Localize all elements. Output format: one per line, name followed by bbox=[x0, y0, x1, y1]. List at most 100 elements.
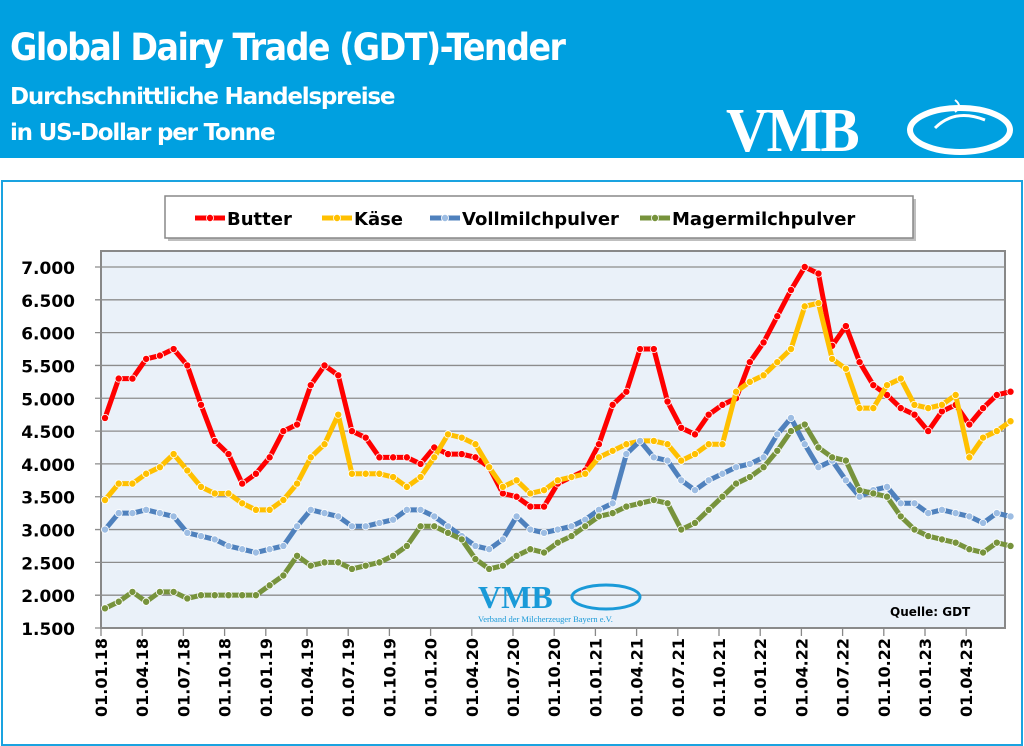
data-point bbox=[773, 430, 782, 439]
y-tick-label: 3.000 bbox=[21, 522, 75, 542]
y-tick-label: 4.500 bbox=[21, 423, 75, 443]
data-point bbox=[197, 482, 206, 491]
data-point bbox=[883, 492, 892, 501]
data-point bbox=[512, 492, 521, 501]
data-point bbox=[732, 463, 741, 472]
data-point bbox=[594, 453, 603, 462]
data-point bbox=[745, 358, 754, 367]
data-point bbox=[101, 413, 110, 422]
data-point bbox=[279, 496, 288, 505]
data-point bbox=[759, 371, 768, 380]
legend-marker bbox=[651, 213, 660, 222]
data-point bbox=[745, 377, 754, 386]
data-point bbox=[924, 532, 933, 541]
data-point bbox=[142, 354, 151, 363]
data-point bbox=[800, 420, 809, 429]
data-point bbox=[910, 400, 919, 409]
data-point bbox=[347, 469, 356, 478]
data-point bbox=[526, 545, 535, 554]
data-point bbox=[471, 541, 480, 550]
data-point bbox=[992, 390, 1001, 399]
data-point bbox=[169, 345, 178, 354]
header: Global Dairy Trade (GDT)-Tender Durchsch… bbox=[0, 0, 1024, 165]
data-point bbox=[142, 505, 151, 514]
data-point bbox=[663, 440, 672, 449]
data-point bbox=[443, 522, 452, 531]
data-point bbox=[238, 479, 247, 488]
data-point bbox=[142, 597, 151, 606]
vmb-logo: VMB bbox=[726, 97, 860, 165]
data-point bbox=[855, 486, 864, 495]
data-point bbox=[896, 374, 905, 383]
watermark-emblem-icon bbox=[570, 583, 642, 611]
data-point bbox=[114, 597, 123, 606]
data-point bbox=[142, 469, 151, 478]
data-point bbox=[306, 381, 315, 390]
data-point bbox=[512, 551, 521, 560]
data-point bbox=[690, 518, 699, 527]
data-point bbox=[594, 440, 603, 449]
data-point bbox=[677, 423, 686, 432]
x-tick-label: 01.10.18 bbox=[216, 638, 235, 717]
legend bbox=[164, 195, 914, 239]
data-point bbox=[677, 525, 686, 534]
x-tick-label: 01.01.20 bbox=[422, 638, 441, 717]
x-tick-label: 01.01.22 bbox=[751, 638, 770, 717]
data-point bbox=[375, 558, 384, 567]
data-point bbox=[128, 509, 137, 518]
data-point bbox=[114, 509, 123, 518]
watermark-tagline: Verband der Milcherzeuger Bayern e.V. bbox=[478, 614, 613, 624]
data-point bbox=[855, 358, 864, 367]
watermark-logo: VMB bbox=[478, 579, 553, 615]
data-point bbox=[965, 545, 974, 554]
data-point bbox=[389, 473, 398, 482]
data-point bbox=[402, 453, 411, 462]
data-point bbox=[979, 433, 988, 442]
data-point bbox=[732, 479, 741, 488]
data-point bbox=[334, 371, 343, 380]
data-point bbox=[1006, 417, 1015, 426]
data-point bbox=[979, 404, 988, 413]
data-point bbox=[704, 410, 713, 419]
data-point bbox=[306, 505, 315, 514]
legend-label: Magermilchpulver bbox=[672, 209, 855, 230]
data-point bbox=[910, 525, 919, 534]
y-tick-label: 7.000 bbox=[21, 259, 75, 279]
data-point bbox=[389, 515, 398, 524]
x-tick-label: 01.07.22 bbox=[834, 638, 853, 717]
data-point bbox=[498, 535, 507, 544]
data-point bbox=[155, 509, 164, 518]
data-point bbox=[1006, 387, 1015, 396]
y-tick-label: 4.000 bbox=[21, 456, 75, 476]
legend-label: Käse bbox=[354, 209, 403, 230]
data-point bbox=[114, 374, 123, 383]
data-point bbox=[416, 473, 425, 482]
legend-marker bbox=[205, 213, 214, 222]
data-point bbox=[787, 427, 796, 436]
data-point bbox=[636, 436, 645, 445]
data-point bbox=[910, 499, 919, 508]
data-point bbox=[896, 512, 905, 521]
data-point bbox=[814, 299, 823, 308]
data-point bbox=[690, 486, 699, 495]
data-point bbox=[800, 302, 809, 311]
data-point bbox=[924, 404, 933, 413]
data-point bbox=[416, 459, 425, 468]
data-point bbox=[430, 453, 439, 462]
data-point bbox=[581, 522, 590, 531]
data-point bbox=[361, 522, 370, 531]
data-point bbox=[101, 496, 110, 505]
data-point bbox=[841, 456, 850, 465]
data-point bbox=[347, 427, 356, 436]
data-point bbox=[540, 502, 549, 511]
data-point bbox=[197, 591, 206, 600]
data-point bbox=[361, 561, 370, 570]
x-tick-label: 01.04.20 bbox=[463, 638, 482, 717]
data-point bbox=[155, 351, 164, 360]
data-point bbox=[608, 446, 617, 455]
data-point bbox=[224, 450, 233, 459]
data-point bbox=[320, 509, 329, 518]
x-tick-label: 01.07.21 bbox=[669, 638, 688, 717]
data-point bbox=[210, 591, 219, 600]
data-point bbox=[663, 397, 672, 406]
